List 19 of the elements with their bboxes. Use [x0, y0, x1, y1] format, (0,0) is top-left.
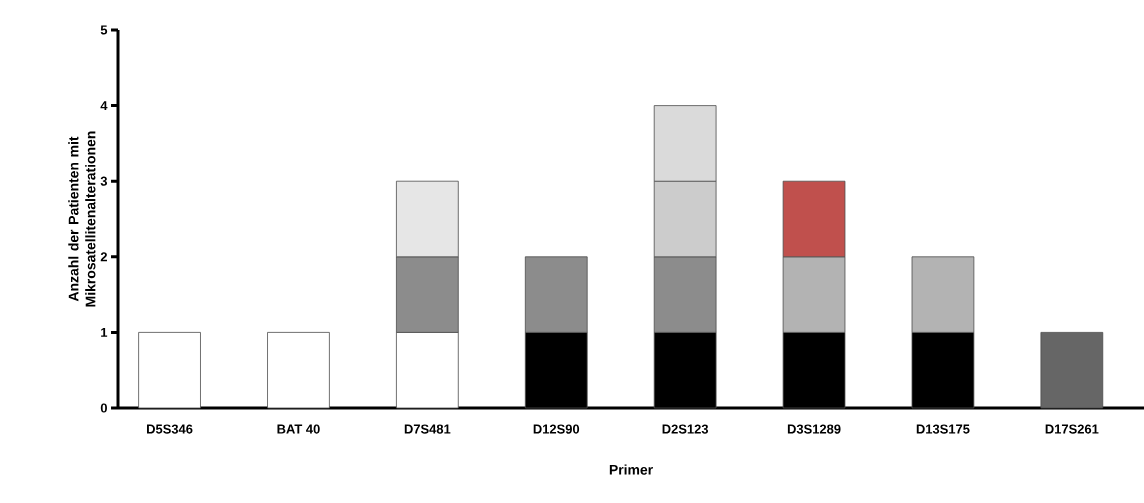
x-tick-label: D13S175	[916, 424, 970, 434]
y-tick-label: 1	[101, 327, 108, 337]
x-tick-label: D17S261	[1045, 424, 1099, 434]
x-axis-title: Primer	[609, 464, 653, 475]
x-tick-label: D5S346	[147, 424, 193, 434]
x-tick-label: D2S123	[662, 424, 709, 434]
x-tick-label: BAT 40	[277, 424, 320, 434]
y-tick-label: 5	[100, 25, 108, 35]
x-tick-label: D3S1289	[787, 424, 841, 434]
y-axis-title: Anzahl der Patienten mit Mikrosatellitenalterationen	[68, 131, 96, 307]
bar	[1040, 332, 1104, 409]
x-tick-label: D7S481	[404, 424, 451, 434]
bar	[267, 332, 330, 409]
y-tick-label: 0	[100, 403, 107, 413]
y-tick-label: 3	[100, 176, 108, 186]
y-tick-label: 2	[100, 252, 107, 262]
y-tick-label: 4	[100, 101, 108, 111]
bar	[138, 332, 201, 409]
x-tick-label: D12S90	[533, 424, 580, 434]
